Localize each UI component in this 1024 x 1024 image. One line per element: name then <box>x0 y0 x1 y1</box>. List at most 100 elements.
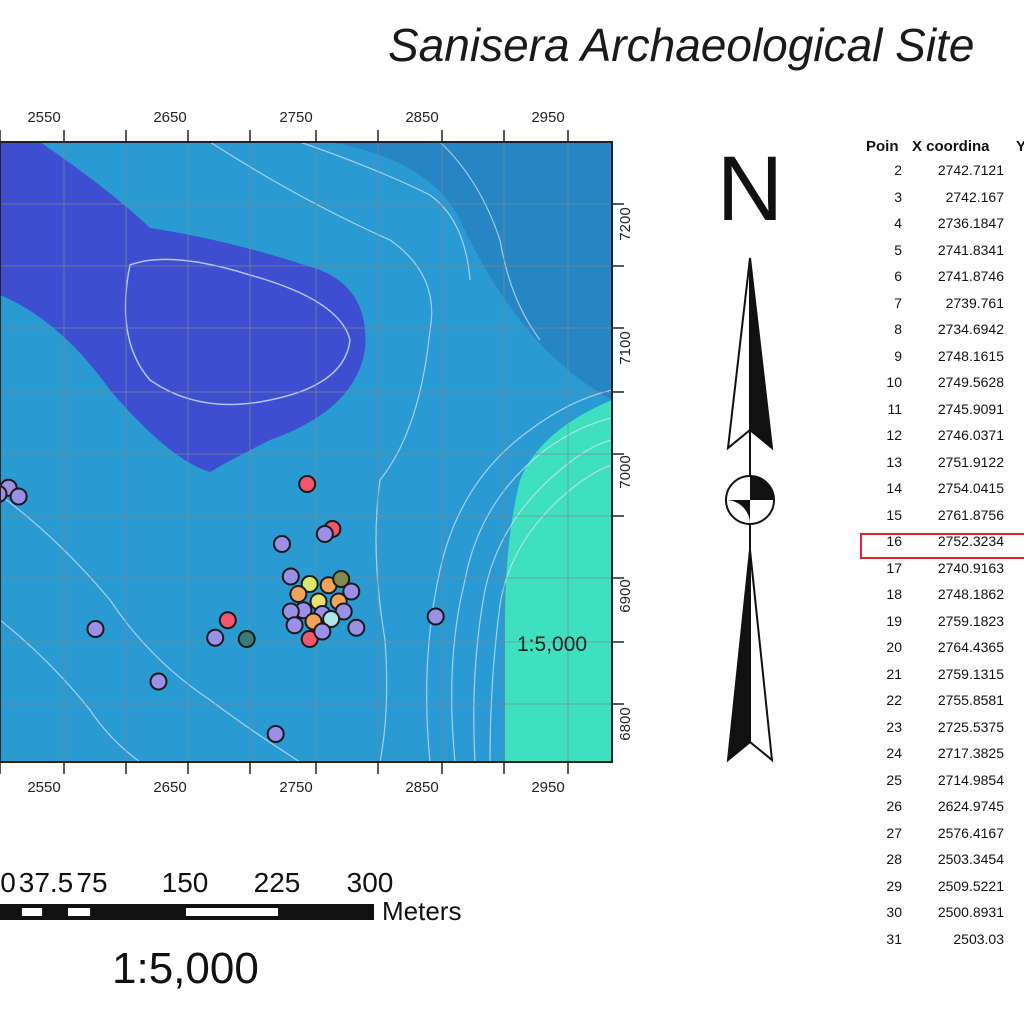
point-id: 5 <box>894 241 902 258</box>
table-row[interactable]: 8 2734.6942 <box>862 317 1024 344</box>
coordinates-table: Poin X coordina Y 2 2742.7121 3 2742.167 4 27… <box>862 136 1024 953</box>
y-tick-label: 7000 <box>617 455 630 488</box>
map-frame <box>0 141 613 763</box>
table-row[interactable]: 18 2748.1862 <box>862 582 1024 609</box>
table-row[interactable]: 16 2752.3234 <box>862 529 1024 556</box>
x-coordinate: 2717.3825 <box>937 745 1004 761</box>
table-row[interactable]: 28 2503.3454 <box>862 847 1024 874</box>
sample-point[interactable] <box>289 585 308 603</box>
sample-point[interactable] <box>266 725 285 743</box>
x-coordinate: 2624.9745 <box>937 798 1004 814</box>
sample-point[interactable] <box>300 575 319 593</box>
sample-point[interactable] <box>342 582 361 601</box>
point-id: 16 <box>886 533 902 549</box>
point-id: 7 <box>894 294 902 311</box>
table-row[interactable]: 17 2740.9163 <box>862 556 1024 583</box>
point-id: 14 <box>886 480 902 496</box>
sample-point[interactable] <box>149 672 168 691</box>
point-id: 21 <box>886 665 902 682</box>
table-row[interactable]: 29 2509.5221 <box>862 874 1024 901</box>
point-id: 18 <box>886 586 902 602</box>
sample-point[interactable] <box>281 567 300 586</box>
sample-point[interactable] <box>0 485 8 503</box>
contour-map[interactable]: 2550 2650 2750 2850 2950 2550 2650 2750 … <box>0 100 630 820</box>
sample-point[interactable] <box>206 628 225 647</box>
sample-point[interactable] <box>426 607 445 626</box>
map-scale-label: 1:5,000 <box>517 633 588 656</box>
x-coordinate: 2503.3454 <box>937 851 1004 867</box>
point-id: 29 <box>886 877 902 894</box>
y-tick-labels: 7200 7100 7000 6900 6800 <box>617 207 630 740</box>
table-row[interactable]: 2 2742.7121 <box>862 158 1024 185</box>
point-id: 6 <box>894 268 902 284</box>
table-row[interactable]: 10 2749.5628 <box>862 370 1024 397</box>
x-coordinate: 2740.9163 <box>937 559 1004 576</box>
table-row[interactable]: 9 2748.1615 <box>862 344 1024 371</box>
sample-point[interactable] <box>298 475 317 493</box>
point-id: 31 <box>886 930 902 947</box>
selected-row-highlight <box>860 533 1024 559</box>
scale-label: 300 <box>347 867 394 898</box>
scale-label: 75 <box>76 867 107 898</box>
x-tick-label: 2950 <box>531 779 564 796</box>
sample-point[interactable] <box>86 620 105 638</box>
sample-point[interactable] <box>9 487 28 506</box>
x-tick-label: 2550 <box>27 109 60 126</box>
point-id: 3 <box>894 188 902 205</box>
table-row[interactable]: 19 2759.1823 <box>862 609 1024 636</box>
x-coordinate: 2741.8746 <box>937 268 1004 284</box>
sample-point[interactable] <box>272 535 291 553</box>
sample-point[interactable] <box>285 616 304 635</box>
x-coordinate: 2748.1862 <box>937 586 1004 602</box>
point-id: 28 <box>886 851 902 867</box>
sample-point[interactable] <box>313 622 332 641</box>
table-row[interactable]: 27 2576.4167 <box>862 821 1024 848</box>
table-row[interactable]: 4 2736.1847 <box>862 211 1024 238</box>
x-coordinate: 2755.8581 <box>937 692 1004 708</box>
x-tick-label: 2650 <box>153 109 186 126</box>
x-coordinate: 2752.3234 <box>937 533 1004 549</box>
table-row[interactable]: 5 2741.8341 <box>862 238 1024 265</box>
table-row[interactable]: 23 2725.5375 <box>862 715 1024 742</box>
table-row[interactable]: 24 2717.3825 <box>862 741 1024 768</box>
table-row[interactable]: 22 2755.8581 <box>862 688 1024 715</box>
point-id: 26 <box>886 798 902 814</box>
table-row[interactable]: 20 2764.4365 <box>862 635 1024 662</box>
sample-point[interactable] <box>332 570 351 588</box>
scale-label: 225 <box>254 867 301 898</box>
table-row[interactable]: 26 2624.9745 <box>862 794 1024 821</box>
table-row[interactable]: 7 2739.761 <box>862 291 1024 318</box>
sample-point[interactable] <box>322 610 341 628</box>
table-row[interactable]: 6 2741.8746 <box>862 264 1024 291</box>
table-row[interactable]: 3 2742.167 <box>862 185 1024 212</box>
x-coordinate: 2509.5221 <box>937 877 1004 894</box>
surface-darker-band <box>330 142 612 400</box>
x-tick-label: 2950 <box>531 109 564 126</box>
x-coordinate: 2736.1847 <box>937 215 1004 231</box>
table-row[interactable]: 25 2714.9854 <box>862 768 1024 795</box>
point-id: 24 <box>886 745 902 761</box>
table-row[interactable]: 11 2745.9091 <box>862 397 1024 424</box>
x-coordinate: 2748.1615 <box>937 347 1004 364</box>
table-row[interactable]: 15 2761.8756 <box>862 503 1024 530</box>
point-id: 15 <box>886 506 902 523</box>
sample-point[interactable] <box>218 611 237 630</box>
point-id: 25 <box>886 771 902 788</box>
x-coordinate: 2751.9122 <box>937 453 1004 470</box>
table-row[interactable]: 13 2751.9122 <box>862 450 1024 477</box>
table-row[interactable]: 31 2503.03 <box>862 927 1024 954</box>
x-coordinate: 2749.5628 <box>937 374 1004 390</box>
x-coordinate: 2576.4167 <box>937 824 1004 841</box>
table-row[interactable]: 21 2759.1315 <box>862 662 1024 689</box>
table-row[interactable]: 30 2500.8931 <box>862 900 1024 927</box>
table-row[interactable]: 14 2754.0415 <box>862 476 1024 503</box>
x-tick-label: 2850 <box>405 779 438 796</box>
sample-point[interactable] <box>237 630 256 648</box>
x-tick-label: 2750 <box>279 779 312 796</box>
point-id: 13 <box>886 453 902 470</box>
sample-points <box>0 475 445 743</box>
sample-point[interactable] <box>347 618 366 637</box>
sample-point[interactable] <box>315 525 334 543</box>
point-id: 12 <box>886 427 902 443</box>
table-row[interactable]: 12 2746.0371 <box>862 423 1024 450</box>
